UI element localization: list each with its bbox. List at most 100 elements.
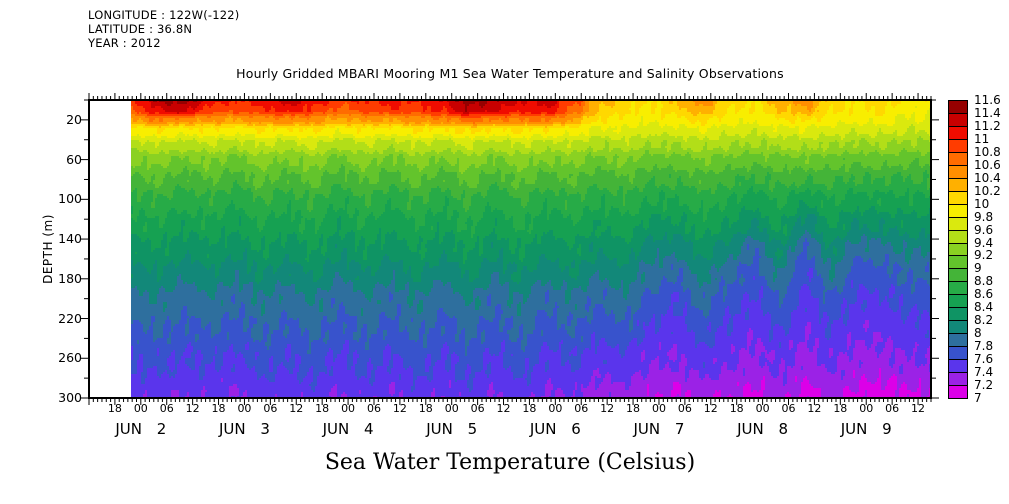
hour-tick-label: 00: [237, 402, 252, 415]
colorbar-tick-label: 8.4: [974, 300, 994, 315]
colorbar-tick-label: 9: [974, 261, 982, 276]
hour-tick-label: 12: [807, 402, 822, 415]
depth-tick-label: 220: [58, 310, 82, 326]
colorbar-tick-label: 10.4: [974, 170, 1001, 185]
colorbar-tick-label: 11.4: [974, 105, 1001, 120]
hour-tick-label: 00: [548, 402, 563, 415]
day-label: JUN 2: [115, 420, 167, 438]
year-label: YEAR : 2012: [88, 36, 161, 50]
colorbar-tick-label: 9.4: [974, 235, 994, 250]
depth-tick-label: 20: [66, 111, 82, 127]
colorbar-segment: [948, 333, 968, 348]
colorbar-tick-label: 8: [974, 326, 982, 341]
hour-tick-label: 12: [496, 402, 511, 415]
depth-tick-label: 300: [58, 390, 82, 405]
hour-tick-label: 06: [263, 402, 278, 415]
colorbar-tick-label: 9.8: [974, 209, 994, 224]
colorbar-segment: [948, 268, 968, 283]
colorbar-segment: [948, 320, 968, 335]
hour-tick-label: 12: [185, 402, 200, 415]
colorbar-tick-label: 11: [974, 131, 990, 146]
hour-tick-label: 06: [574, 402, 589, 415]
hour-tick-label: 18: [522, 402, 537, 415]
hour-tick-label: 18: [211, 402, 226, 415]
colorbar-segment: [948, 190, 968, 205]
latitude-label: LATITUDE : 36.8N: [88, 22, 193, 36]
hour-tick-label: 18: [626, 402, 641, 415]
colorbar-segment: [948, 359, 968, 374]
depth-tick-label: 180: [58, 270, 82, 286]
figure-caption: Sea Water Temperature (Celsius): [324, 450, 696, 475]
hour-tick-label: 18: [315, 402, 330, 415]
hour-tick-label: 06: [781, 402, 796, 415]
colorbar-segment: [948, 216, 968, 231]
hour-tick-label: 00: [341, 402, 356, 415]
colorbar-segment: [948, 346, 968, 361]
hour-tick-label: 06: [885, 402, 900, 415]
hour-tick-label: 12: [600, 402, 615, 415]
colorbar-tick-label: 10.2: [974, 183, 1001, 198]
colorbar-segment: [948, 229, 968, 244]
colorbar-tick-label: 7: [974, 391, 982, 405]
hour-tick-label: 12: [703, 402, 718, 415]
hour-tick-label: 06: [159, 402, 174, 415]
hour-tick-label: 18: [833, 402, 848, 415]
hour-tick-label: 00: [133, 402, 148, 415]
hour-tick-label: 00: [651, 402, 666, 415]
hour-tick-label: 12: [289, 402, 304, 415]
colorbar-segment: [948, 242, 968, 257]
longitude-label: LONGITUDE : 122W(-122): [88, 8, 240, 22]
colorbar-tick-label: 7.4: [974, 365, 994, 380]
colorbar-tick-label: 7.2: [974, 378, 994, 393]
day-label: JUN 8: [737, 420, 789, 438]
colorbar-tick-label: 9.6: [974, 222, 994, 237]
colorbar-segment: [948, 281, 968, 296]
colorbar-tick-label: 8.8: [974, 274, 994, 289]
depth-tick-label: 60: [66, 151, 82, 167]
hour-tick-label: 00: [859, 402, 874, 415]
day-label: JUN 4: [322, 420, 374, 438]
colorbar-segment: [948, 177, 968, 192]
colorbar-tick-label: 9.2: [974, 248, 994, 263]
y-axis-title: DEPTH (m): [41, 214, 55, 284]
colorbar-segment: [948, 125, 968, 140]
header-info: LONGITUDE : 122W(-122) LATITUDE : 36.8N …: [88, 8, 240, 50]
hour-tick-label: 00: [444, 402, 459, 415]
colorbar-tick-label: 8.6: [974, 287, 994, 302]
day-label: JUN 7: [633, 420, 685, 438]
plot-title: Hourly Gridded MBARI Mooring M1 Sea Wate…: [236, 66, 784, 81]
depth-tick-label: 140: [58, 231, 82, 247]
hour-tick-label: 00: [755, 402, 770, 415]
hour-tick-label: 12: [392, 402, 407, 415]
hour-tick-label: 18: [418, 402, 433, 415]
colorbar-tick-label: 10.6: [974, 157, 1001, 172]
colorbar-segment: [948, 307, 968, 322]
colorbar-segment: [948, 255, 968, 270]
depth-tick-label: 260: [58, 350, 82, 366]
colorbar-tick-label: 11.2: [974, 118, 1001, 133]
hour-tick-label: 06: [677, 402, 692, 415]
colorbar-segment: [948, 164, 968, 179]
hour-tick-label: 18: [729, 402, 744, 415]
day-label: JUN 6: [529, 420, 581, 438]
day-label: JUN 3: [218, 420, 270, 438]
colorbar-tick-label: 7.8: [974, 339, 994, 354]
colorbar-segment: [948, 385, 968, 399]
colorbar-tick-label: 11.6: [974, 93, 1001, 107]
colorbar-segment: [948, 372, 968, 387]
colorbar-segment: [948, 294, 968, 309]
colorbar-tick-label: 10.8: [974, 144, 1001, 159]
colorbar-segment: [948, 112, 968, 127]
colorbar-tick-label: 7.6: [974, 352, 994, 367]
colorbar-segment: [948, 100, 968, 114]
colorbar-tick-label: 8.2: [974, 313, 994, 328]
hour-tick-label: 06: [366, 402, 381, 415]
hour-tick-label: 18: [107, 402, 122, 415]
depth-tick-label: 100: [58, 191, 82, 207]
colorbar-segment: [948, 203, 968, 218]
colorbar-tick-label: 10: [974, 196, 990, 211]
hour-tick-label: 06: [470, 402, 485, 415]
day-label: JUN 5: [426, 420, 478, 438]
colorbar-segment: [948, 138, 968, 153]
